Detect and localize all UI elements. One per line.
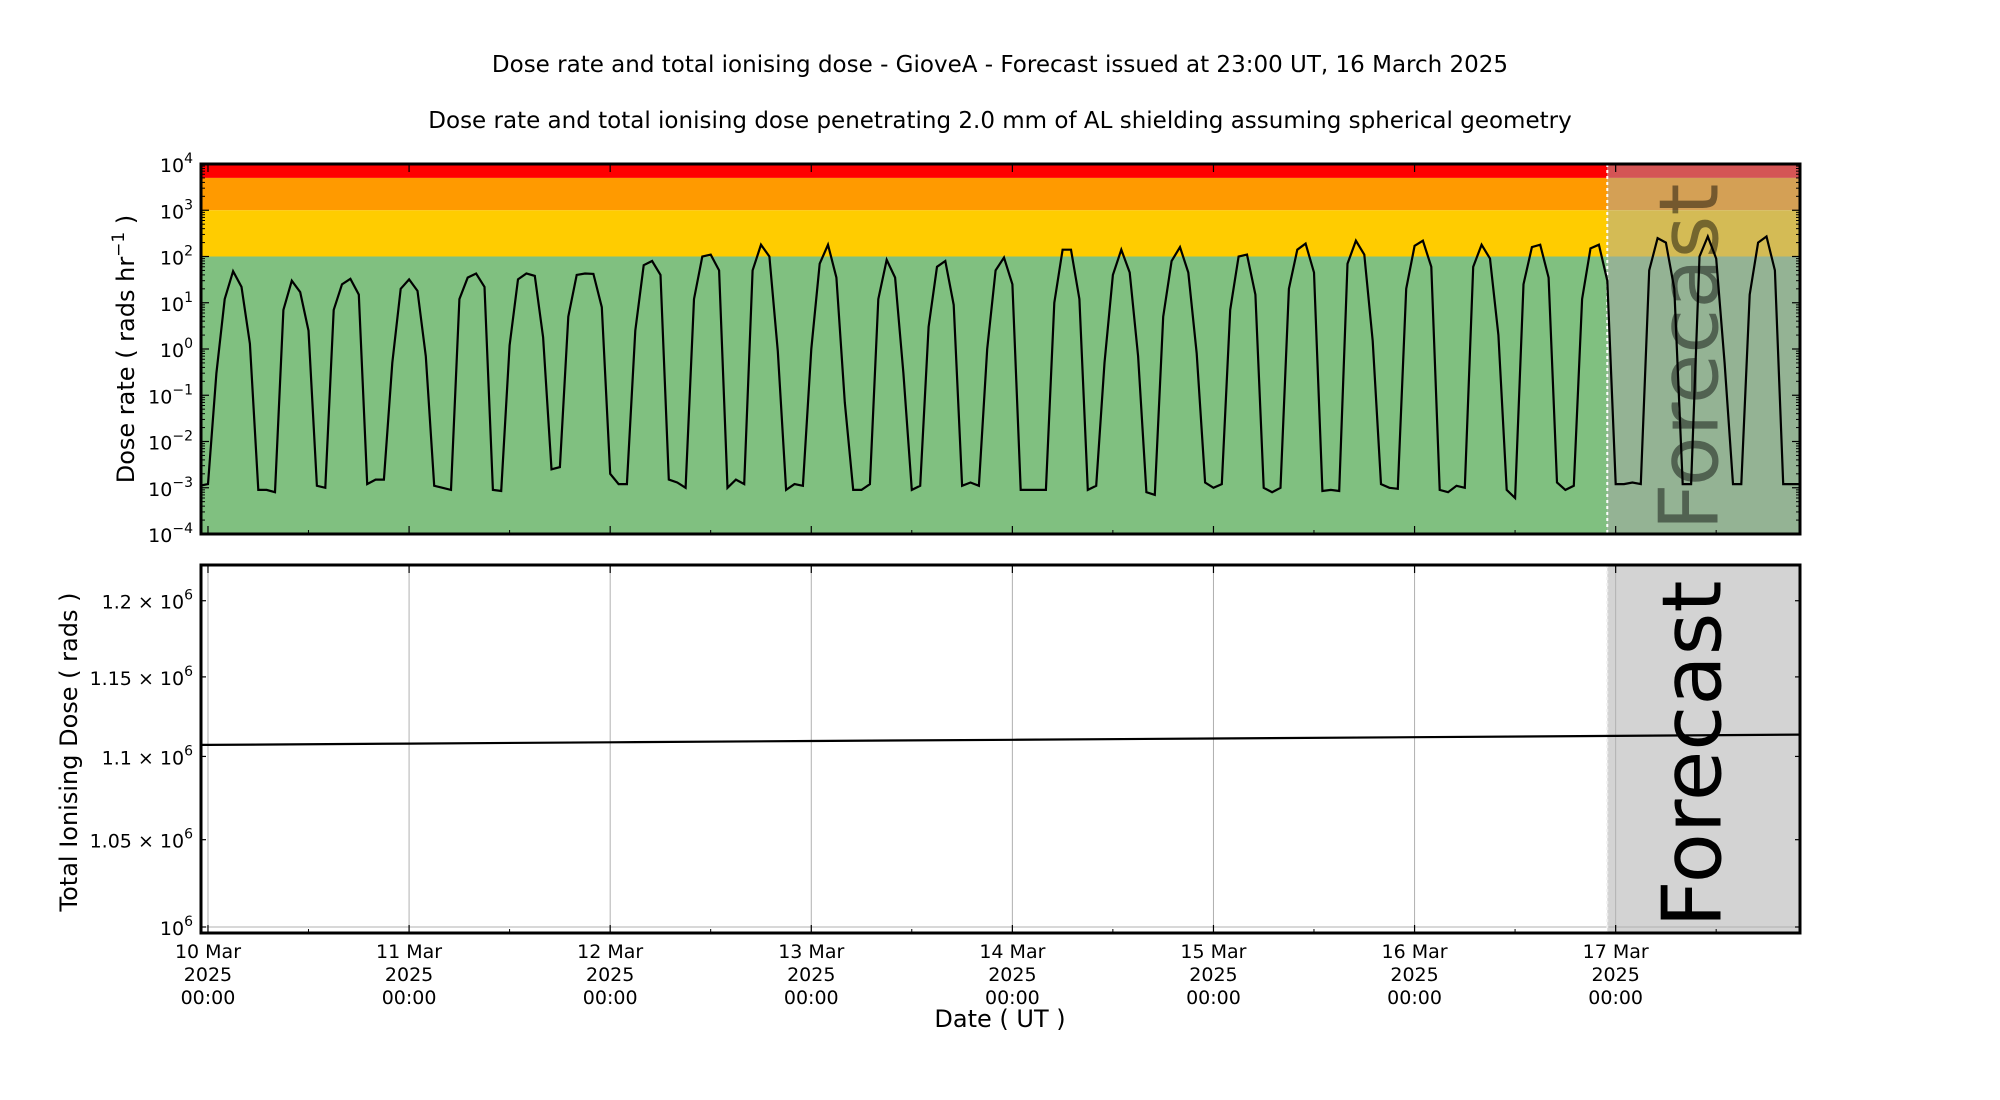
dose-rate-line bbox=[201, 233, 1800, 501]
x-tick-label: 2025 bbox=[1591, 964, 1639, 986]
y-tick-label: 10−1 bbox=[148, 382, 193, 408]
x-tick-label: 2025 bbox=[1390, 964, 1438, 986]
chart-title: Dose rate and total ionising dose - Giov… bbox=[492, 52, 1508, 78]
x-axis-label: Date ( UT ) bbox=[934, 1005, 1065, 1033]
y-tick-label: 104 bbox=[160, 151, 193, 177]
y-tick-label: 106 bbox=[160, 914, 193, 940]
dose-rate-panel: Forecast 104 103 102 101 100 10−1 10−2 10−3 10−4 D… bbox=[109, 151, 1802, 547]
y-tick-label: 103 bbox=[160, 197, 193, 223]
x-tick-label: 2025 bbox=[988, 964, 1036, 986]
forecast-label: Forecast bbox=[1642, 184, 1737, 531]
forecast-label: Forecast bbox=[1645, 581, 1740, 928]
y-tick-label: 10−3 bbox=[148, 475, 193, 501]
x-tick-label: 14 Mar bbox=[979, 941, 1045, 963]
total-dose-line bbox=[201, 733, 1800, 747]
x-tick-label: 16 Mar bbox=[1382, 941, 1448, 963]
x-tick-label: 13 Mar bbox=[778, 941, 844, 963]
y-tick-label: 1.1 × 106 bbox=[102, 743, 193, 769]
y-tick-label: 1.2 × 106 bbox=[102, 588, 193, 614]
chart-subtitle: Dose rate and total ionising dose penetr… bbox=[428, 108, 1571, 134]
x-tick-label: 2025 bbox=[1189, 964, 1237, 986]
x-tick-label: 2025 bbox=[385, 964, 433, 986]
y-tick-label: 1.05 × 106 bbox=[90, 827, 193, 853]
y-tick-label: 100 bbox=[160, 336, 193, 362]
y-axis-label: Dose rate ( rads hr−1 ) bbox=[109, 215, 140, 484]
x-tick-label: 12 Mar bbox=[577, 941, 643, 963]
y-tick-label: 1.15 × 106 bbox=[90, 664, 193, 690]
y-tick-label: 102 bbox=[160, 244, 193, 270]
forecast-region bbox=[1607, 565, 1800, 933]
x-tick-label: 2025 bbox=[586, 964, 634, 986]
threshold-band-forecast bbox=[1607, 256, 1800, 534]
x-tick-label: 15 Mar bbox=[1180, 941, 1246, 963]
threshold-band bbox=[201, 210, 1608, 257]
axes-frame bbox=[199, 563, 1802, 935]
threshold-band-forecast bbox=[1607, 164, 1800, 178]
x-tick-label: 11 Mar bbox=[376, 941, 442, 963]
threshold-band bbox=[201, 164, 1608, 178]
x-tick-label: 2025 bbox=[787, 964, 835, 986]
x-tick-label: 10 Mar bbox=[175, 941, 241, 963]
x-tick-label: 00:00 bbox=[1186, 987, 1241, 1009]
threshold-band bbox=[201, 177, 1608, 211]
x-tick-label: 00:00 bbox=[181, 987, 236, 1009]
y-tick-label: 101 bbox=[160, 290, 193, 316]
y-tick-label: 10−4 bbox=[148, 521, 193, 547]
x-tick-label: 00:00 bbox=[784, 987, 839, 1009]
x-tick-label: 00:00 bbox=[985, 987, 1040, 1009]
x-tick-label: 00:00 bbox=[583, 987, 638, 1009]
total-dose-panel: Forecast 1.2 × 106 1.15 × 106 1.1 × 106 1.05… bbox=[55, 563, 1802, 1033]
x-tick-label: 2025 bbox=[184, 964, 232, 986]
y-axis-label: Total Ionising Dose ( rads ) bbox=[55, 593, 83, 913]
threshold-band-forecast bbox=[1607, 177, 1800, 211]
x-tick-label: 00:00 bbox=[1387, 987, 1442, 1009]
x-tick-label: 00:00 bbox=[382, 987, 437, 1009]
y-tick-label: 10−2 bbox=[148, 429, 193, 455]
x-tick-label: 17 Mar bbox=[1583, 941, 1649, 963]
x-tick-label: 00:00 bbox=[1588, 987, 1643, 1009]
